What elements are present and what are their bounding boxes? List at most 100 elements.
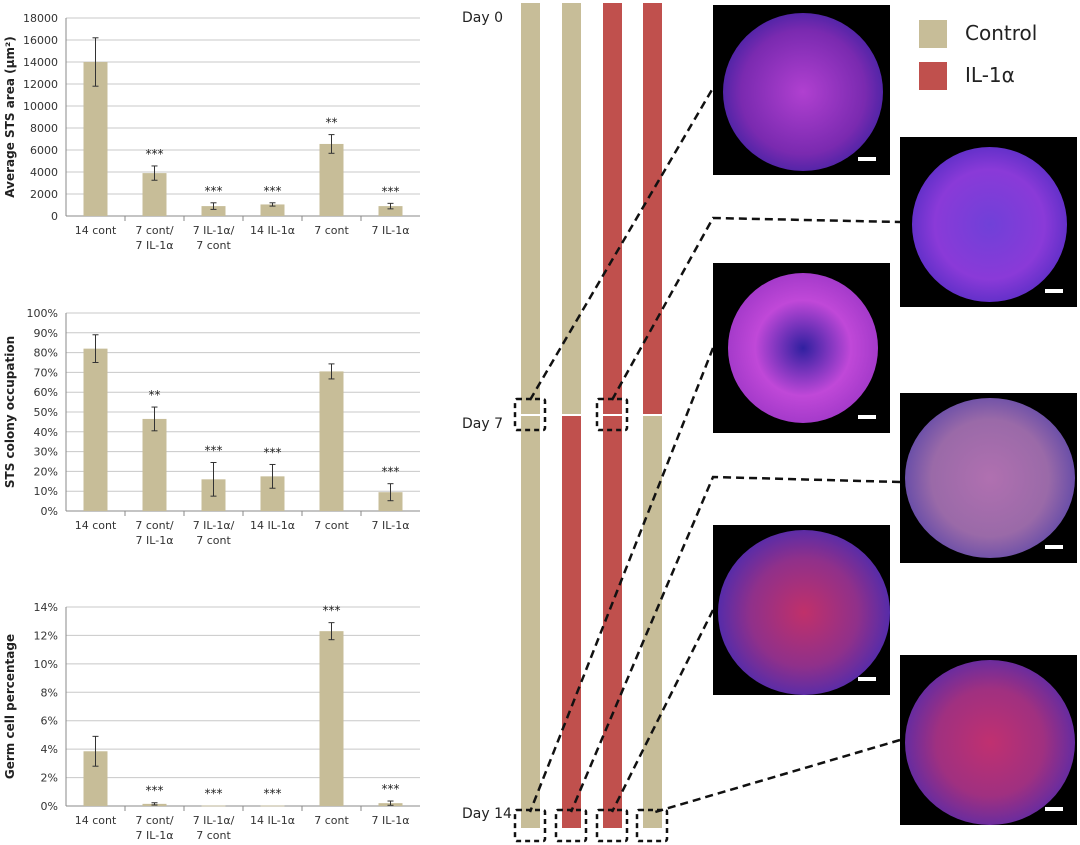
- significance-label: ***: [264, 184, 282, 198]
- bar: [319, 371, 344, 511]
- x-tick-label: 7 cont: [314, 224, 349, 237]
- y-tick-label: 10%: [34, 485, 58, 498]
- y-tick-label: 4000: [30, 166, 58, 179]
- y-tick-label: 6%: [41, 715, 58, 728]
- chart-1: 0 2000 4000 6000 8000 10000 12000 14000 16000 180…: [3, 12, 420, 252]
- x-tick-label: 14 IL-1α: [250, 814, 295, 827]
- x-tick-label: 7 IL-1α: [136, 239, 174, 252]
- x-tick-label: 7 cont: [196, 829, 231, 842]
- bar: [319, 631, 344, 806]
- y-tick-label: 70%: [34, 366, 58, 379]
- micrograph-14-cont: [713, 5, 890, 175]
- y-tick-label: 90%: [34, 327, 58, 340]
- day-0-label: Day 0: [462, 10, 504, 26]
- x-tick-label: 7 cont/: [135, 224, 174, 237]
- micrograph-7-il1a: [900, 655, 1077, 825]
- y-tick-label: 40%: [34, 426, 58, 439]
- bar: [319, 143, 344, 216]
- bar: [201, 206, 226, 216]
- connector-line: [654, 738, 901, 814]
- bar-charts: 0 2000 4000 6000 8000 10000 12000 14000 16000 180…: [3, 12, 420, 842]
- micrograph-7-cont: [713, 525, 890, 695]
- x-tick-label: 14 cont: [75, 519, 117, 532]
- significance-label: ***: [205, 184, 223, 198]
- timeline-bar-3-day0-7: [603, 3, 622, 414]
- significance-label: ***: [205, 787, 223, 801]
- x-tick-label: 7 cont: [314, 519, 349, 532]
- y-tick-label: 2000: [30, 188, 58, 201]
- bar: [83, 62, 108, 216]
- x-tick-label: 7 IL-1α: [372, 814, 410, 827]
- x-tick-label: 14 IL-1α: [250, 519, 295, 532]
- chart-3: 0% 2% 4% 6% 8% 10% 12% 14% Germ cell percentage 1…: [3, 601, 420, 842]
- y-tick-label: 80%: [34, 347, 58, 360]
- bar: [378, 492, 403, 511]
- x-tick-label: 7 cont: [196, 239, 231, 252]
- chart-2: 0% 10% 20% 30% 40% 50% 60% 70% 80% 90% 100% STS col…: [3, 307, 420, 547]
- y-axis-label: STS colony occupation: [3, 336, 17, 488]
- x-tick-label: 7 IL-1α: [372, 519, 410, 532]
- x-tick-label: 7 cont: [314, 814, 349, 827]
- y-axis-label: Germ cell percentage: [3, 634, 17, 779]
- bar: [83, 348, 108, 511]
- day-7-label: Day 7: [462, 416, 504, 432]
- y-tick-label: 14000: [23, 56, 58, 69]
- y-tick-label: 18000: [23, 12, 58, 25]
- connector-line: [528, 87, 715, 401]
- bar: [142, 418, 167, 511]
- significance-label: ***: [382, 782, 400, 796]
- x-tick-label: 14 IL-1α: [250, 224, 295, 237]
- y-tick-label: 60%: [34, 386, 58, 399]
- significance-label: ***: [382, 184, 400, 198]
- bar: [378, 206, 403, 216]
- timeline-bar-3-day7-14: [603, 416, 622, 828]
- significance-label: ***: [323, 604, 341, 618]
- x-tick-label: 7 cont/: [135, 519, 174, 532]
- y-tick-label: 4%: [41, 743, 58, 756]
- significance-label: ***: [205, 443, 223, 457]
- timeline-bar-2-day7-14: [562, 416, 581, 828]
- y-tick-label: 12%: [34, 629, 58, 642]
- y-tick-label: 8000: [30, 122, 58, 135]
- x-tick-label: 7 cont: [196, 534, 231, 547]
- legend-label-control: Control: [965, 21, 1038, 45]
- bar: [260, 805, 285, 807]
- y-tick-label: 6000: [30, 144, 58, 157]
- micrograph-7-cont-7-il1a: [900, 137, 1077, 307]
- y-tick-label: 50%: [34, 406, 58, 419]
- legend-swatch-il1a: [919, 62, 947, 90]
- significance-label: **: [149, 388, 161, 402]
- significance-label: ***: [146, 147, 164, 161]
- sample-box-day14-bar4: [635, 808, 669, 843]
- legend-swatch-control: [919, 20, 947, 48]
- micrograph-7-il1a-7-cont: [713, 263, 890, 433]
- y-tick-label: 20%: [34, 465, 58, 478]
- x-tick-label: 14 cont: [75, 814, 117, 827]
- timeline-bar-4-day0-7: [643, 3, 662, 414]
- timeline-bar-2-day0-7: [562, 3, 581, 414]
- y-tick-label: 8%: [41, 686, 58, 699]
- y-tick-label: 0%: [41, 505, 58, 518]
- y-tick-label: 16000: [23, 34, 58, 47]
- y-tick-label: 100%: [27, 307, 58, 320]
- timeline-bar-1-day7-14: [521, 416, 540, 828]
- connector-line: [610, 216, 901, 401]
- bar: [201, 805, 226, 807]
- y-tick-label: 10%: [34, 658, 58, 671]
- micrograph-14-il1a: [900, 393, 1077, 563]
- connector-line: [528, 347, 715, 813]
- significance-label: ***: [264, 445, 282, 459]
- y-tick-label: 0: [51, 210, 58, 223]
- significance-label: ***: [382, 465, 400, 479]
- y-tick-label: 30%: [34, 446, 58, 459]
- y-tick-label: 2%: [41, 772, 58, 785]
- bar: [260, 204, 285, 216]
- day-14-label: Day 14: [462, 806, 512, 822]
- legend-label-il1a: IL-1α: [965, 63, 1015, 87]
- x-tick-label: 7 IL-1α: [372, 224, 410, 237]
- x-tick-label: 14 cont: [75, 224, 117, 237]
- significance-label: ***: [146, 784, 164, 798]
- significance-label: **: [326, 116, 338, 130]
- x-tick-label: 7 IL-1α: [136, 829, 174, 842]
